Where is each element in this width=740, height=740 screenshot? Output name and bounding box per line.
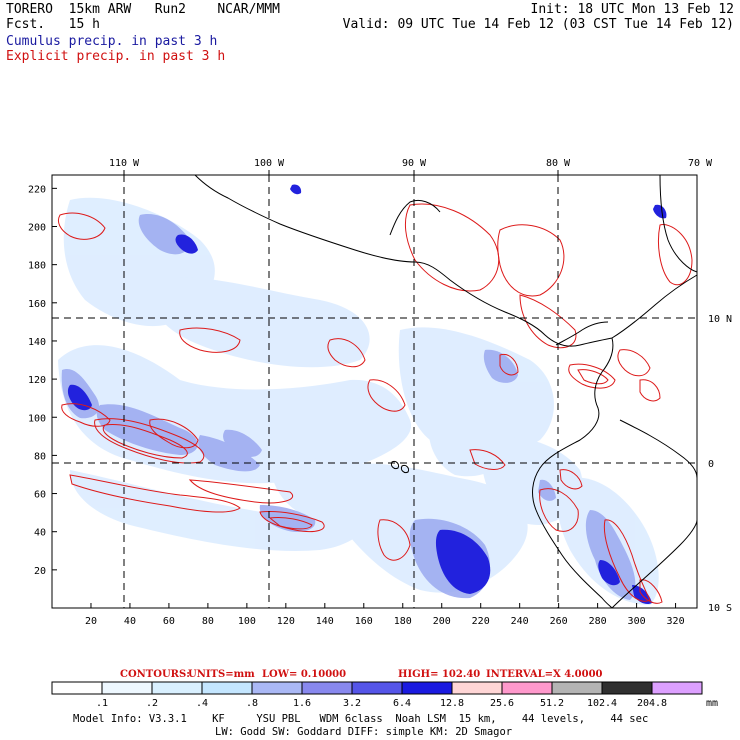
- colorbar-swatch: [251, 681, 303, 695]
- lat-label: 10 N: [708, 314, 732, 325]
- contour-low: LOW= 0.10000: [262, 669, 346, 680]
- x-tick-label: 160: [355, 616, 373, 627]
- colorbar-label: 102.4: [587, 698, 617, 709]
- forecast-hour: Fcst. 15 h: [6, 17, 100, 32]
- top-lon-labels: 110 W 100 W 90 W 80 W 70 W: [109, 158, 713, 169]
- top-lon-ticks: [123, 170, 559, 175]
- y-tick-label: 100: [28, 413, 46, 424]
- colorbar-swatch: [101, 681, 153, 695]
- lon-label: 90 W: [402, 158, 427, 169]
- x-tick-label: 240: [511, 616, 529, 627]
- model-info-line1: Model Info: V3.3.1 KF YSU PBL WDM 6class…: [73, 713, 648, 725]
- field-cumulus-label: Cumulus precip. in past 3 h: [6, 34, 218, 49]
- colorbar-label: 3.2: [343, 698, 361, 709]
- x-tick-label: 140: [316, 616, 334, 627]
- contour-info: CONTOURS: UNITS=mm LOW= 0.10000 HIGH= 10…: [120, 669, 603, 680]
- y-tick-label: 160: [28, 299, 46, 310]
- lat-lon-grid: [52, 175, 697, 608]
- colorbar-label: .1: [96, 698, 108, 709]
- x-tick-label: 300: [628, 616, 646, 627]
- x-tick-label: 260: [550, 616, 568, 627]
- bottom-x-axis: 20 40 60 80 100 120 140 160 180 200 220 240 260 280 30…: [85, 603, 685, 627]
- colorbar-swatch: [501, 681, 553, 695]
- right-lat-labels: 10 N 0 10 S: [708, 314, 732, 614]
- colorbar-label: 6.4: [393, 698, 411, 709]
- colorbar-swatch: [401, 681, 453, 695]
- x-tick-label: 320: [667, 616, 685, 627]
- plot-frame: [51, 174, 698, 609]
- colorbar-swatch: [351, 681, 403, 695]
- y-tick-label: 180: [28, 261, 46, 272]
- colorbar-label: .4: [196, 698, 208, 709]
- lon-label: 70 W: [688, 158, 713, 169]
- colorbar-label: 1.6: [293, 698, 311, 709]
- valid-time: Valid: 09 UTC Tue 14 Feb 12 (03 CST Tue …: [342, 17, 734, 32]
- x-tick-label: 40: [124, 616, 136, 627]
- contour-units: UNITS=mm: [188, 669, 255, 680]
- colorbar-swatch: [301, 681, 353, 695]
- x-tick-label: 120: [277, 616, 295, 627]
- colorbar: .1 .2 .4 .8 1.6 3.2 6.4 12.8 25.6 51.2 102.4 204.8: [51, 681, 703, 709]
- y-tick-label: 200: [28, 223, 46, 234]
- y-tick-label: 140: [28, 337, 46, 348]
- contour-interval: INTERVAL=X 4.0000: [486, 669, 603, 680]
- x-tick-label: 80: [202, 616, 214, 627]
- x-tick-label: 20: [85, 616, 97, 627]
- lon-label: 110 W: [109, 158, 140, 169]
- colorbar-swatch: [651, 681, 703, 695]
- explicit-precip-contours: [57, 203, 693, 604]
- y-tick-label: 40: [34, 528, 46, 539]
- y-tick-label: 80: [34, 451, 46, 462]
- colorbar-swatch: [51, 681, 103, 695]
- contour-high: HIGH= 102.40: [398, 669, 480, 680]
- colorbar-swatch: [151, 681, 203, 695]
- init-time: Init: 18 UTC Mon 13 Feb 12: [530, 2, 735, 17]
- x-tick-label: 220: [472, 616, 490, 627]
- colorbar-label: 12.8: [440, 698, 464, 709]
- y-tick-label: 20: [34, 566, 46, 577]
- colorbar-label: 204.8: [637, 698, 667, 709]
- x-tick-label: 280: [589, 616, 607, 627]
- left-y-axis: 220 200 180 160 140 120 100 80 60 40 20: [28, 184, 57, 577]
- galapagos-islands: [391, 461, 409, 473]
- coastlines: [194, 174, 698, 609]
- colorbar-swatch: [551, 681, 603, 695]
- colorbar-swatch: [601, 681, 653, 695]
- lat-label: 0: [708, 459, 714, 470]
- lon-label: 100 W: [254, 158, 285, 169]
- colorbar-label: .2: [146, 698, 158, 709]
- colorbar-label: .8: [246, 698, 258, 709]
- lon-label: 80 W: [546, 158, 571, 169]
- model-info-line2: LW: Godd SW: Goddard DIFF: simple KM: 2D…: [215, 726, 512, 738]
- y-tick-label: 120: [28, 375, 46, 386]
- colorbar-swatch: [201, 681, 253, 695]
- colorbar-label: 25.6: [490, 698, 514, 709]
- lat-label: 10 S: [708, 603, 732, 614]
- colorbar-unit: mm: [706, 698, 718, 709]
- x-tick-label: 180: [394, 616, 412, 627]
- y-tick-label: 220: [28, 184, 46, 195]
- field-explicit-label: Explicit precip. in past 3 h: [6, 49, 226, 64]
- contour-label: CONTOURS:: [120, 669, 190, 680]
- colorbar-swatch: [451, 681, 503, 695]
- header-title: TORERO 15km ARW Run2 NCAR/MMM: [6, 2, 280, 17]
- x-tick-label: 200: [433, 616, 451, 627]
- x-tick-label: 60: [163, 616, 175, 627]
- colorbar-label: 51.2: [540, 698, 564, 709]
- heavy-precip-shading: [67, 184, 667, 605]
- x-tick-label: 100: [238, 616, 256, 627]
- y-tick-label: 60: [34, 490, 46, 501]
